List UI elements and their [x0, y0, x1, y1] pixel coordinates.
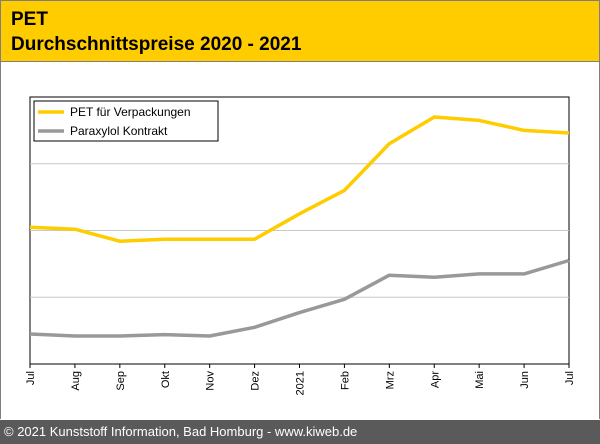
x-tick-label: Jul: [564, 371, 576, 385]
x-tick-label: 2021: [295, 371, 307, 395]
x-tick-label: Mrz: [384, 371, 396, 389]
legend-box: [33, 100, 219, 142]
x-tick-label: Nov: [205, 371, 217, 391]
series-line-1: [29, 115, 570, 243]
legend-label-1: PET für Verpackungen: [70, 105, 191, 119]
x-tick-label: Jun: [519, 371, 531, 389]
line-chart: Jul Aug Sep Okt Nov Dez 2021 Feb Mrz Apr Mai Jun Jul…: [25, 96, 576, 395]
header-banner: PET Durchschnittspreise 2020 - 2021: [0, 0, 600, 62]
series-line-2: [29, 258, 570, 338]
x-tick-label: Dez: [250, 371, 262, 391]
x-tick-label: Okt: [160, 371, 172, 388]
x-tick-label: Feb: [339, 371, 351, 390]
page-title: PET: [11, 9, 48, 30]
x-tick-label: Aug: [70, 371, 82, 391]
x-tick-label: Jul: [25, 371, 37, 385]
copyright-text: © 2021 Kunststoff Information, Bad Hombu…: [4, 424, 358, 439]
x-tick-label: Apr: [429, 371, 441, 388]
x-tick-label: Mai: [474, 371, 486, 389]
x-tick-label: Sep: [115, 371, 127, 391]
footer-bar: © 2021 Kunststoff Information, Bad Hombu…: [0, 420, 600, 444]
legend-label-2: Paraxylol Kontrakt: [70, 124, 168, 138]
page-subtitle: Durchschnittspreise 2020 - 2021: [11, 34, 302, 55]
